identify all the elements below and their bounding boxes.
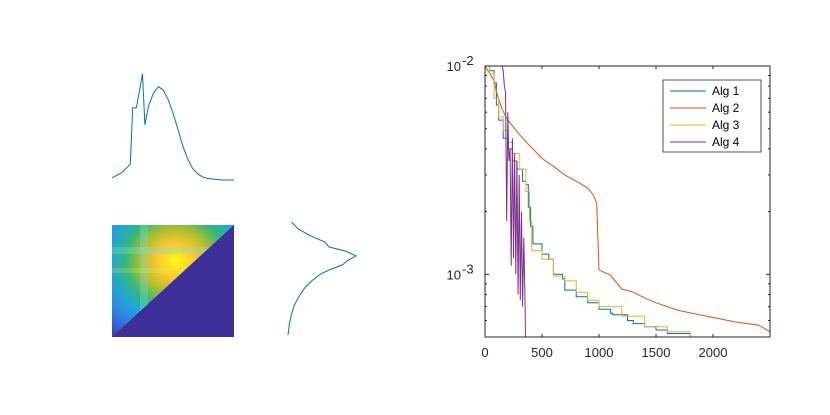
x-tick-label: 1500 — [642, 345, 671, 360]
tick-marks — [484, 65, 770, 338]
side-marginal-curve — [287, 221, 358, 336]
series-line-3 — [485, 65, 691, 337]
x-tick-labels: 0 500 1000 1500 2000 — [481, 345, 727, 360]
x-tick-label: 1000 — [585, 345, 614, 360]
side-marginal-panel — [287, 221, 358, 336]
series-line-1 — [485, 65, 691, 337]
legend-box — [662, 79, 762, 153]
heatmap-band-horizontal-2 — [112, 268, 234, 273]
series-line-4 — [501, 65, 526, 338]
legend-label-2: Alg 2 — [712, 101, 740, 115]
y-tick-labels: 10-210-3 — [447, 53, 474, 282]
y-tick-label: 10 — [447, 267, 461, 282]
y-tick-label: 10 — [447, 59, 461, 74]
y-tick-exponent: -2 — [462, 53, 474, 68]
legend-label-1: Alg 1 — [712, 84, 740, 98]
heatmap-band-vertical — [140, 225, 148, 337]
x-tick-label: 500 — [531, 345, 553, 360]
series-lines — [484, 65, 771, 338]
axes-box — [484, 65, 771, 338]
heatmap-panel — [112, 225, 234, 337]
top-marginal-panel — [111, 73, 234, 181]
heatmap-band-horizontal — [112, 247, 234, 254]
x-tick-label: 0 — [481, 345, 488, 360]
legend-label-4: Alg 4 — [712, 135, 740, 149]
top-marginal-curve — [111, 73, 234, 181]
legend-label-3: Alg 3 — [712, 118, 740, 132]
y-tick-exponent: -3 — [462, 261, 474, 276]
x-tick-label: 2000 — [699, 345, 728, 360]
legend: Alg 1 Alg 2 Alg 3 Alg 4 — [662, 79, 762, 153]
